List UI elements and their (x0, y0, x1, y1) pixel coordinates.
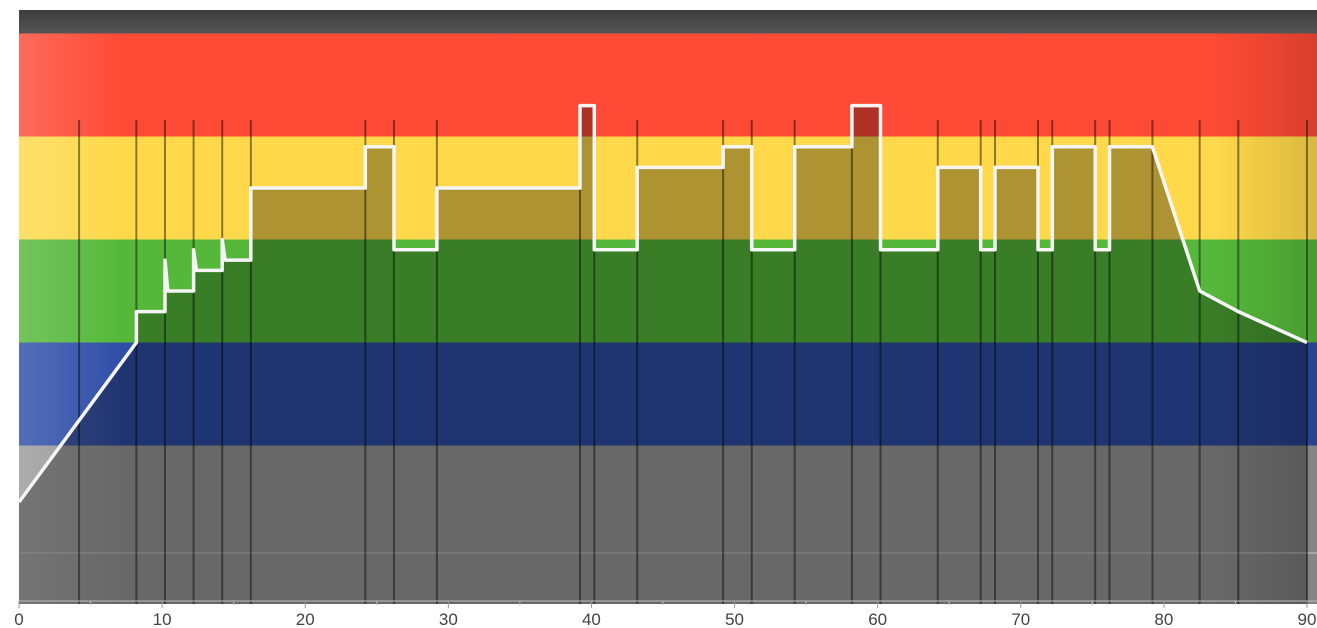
zone-shade-3 (19, 239, 1317, 343)
x-tick-label-80: 80 (1154, 610, 1173, 628)
x-tick-label-0: 0 (14, 610, 23, 628)
x-tick-label-70: 70 (1011, 610, 1030, 628)
zone-shade-5 (19, 33, 1317, 137)
chart-header-bar (19, 10, 1317, 38)
x-tick-label-40: 40 (582, 610, 601, 628)
x-tick-label-30: 30 (439, 610, 458, 628)
intensity-zones (19, 33, 1317, 604)
effort-profile-path (17, 103, 1308, 504)
x-tick-label-60: 60 (868, 610, 887, 628)
effort-area (19, 105, 1307, 604)
x-axis: 0 10 20 30 40 50 60 70 80 90 (14, 601, 1316, 628)
effort-area-fill (19, 105, 1307, 604)
effort-profile-line (17, 103, 1308, 504)
zone-shade-1 (19, 445, 1317, 604)
x-tick-label-10: 10 (153, 610, 172, 628)
x-tick-label-50: 50 (725, 610, 744, 628)
zone-shade-4 (19, 136, 1317, 240)
zone-shade-2 (19, 342, 1317, 446)
x-tick-label-20: 20 (296, 610, 315, 628)
x-tick-label-90: 90 (1298, 610, 1317, 628)
